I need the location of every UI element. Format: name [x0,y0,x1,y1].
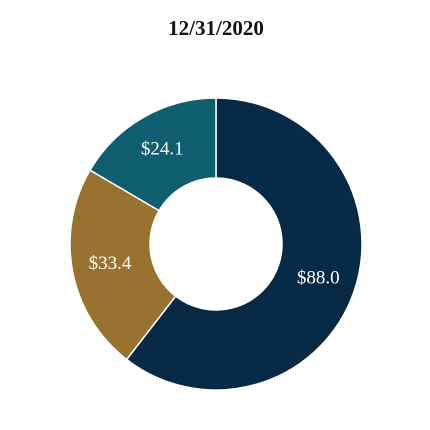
value-label: $33.4 [89,253,132,274]
chart-title: 12/31/2020 [168,16,264,40]
value-label: $88.0 [297,267,340,288]
donut-slice [89,97,217,212]
value-label: $24.1 [141,139,184,160]
donut-slice [125,97,363,391]
donut-slice [69,169,177,361]
